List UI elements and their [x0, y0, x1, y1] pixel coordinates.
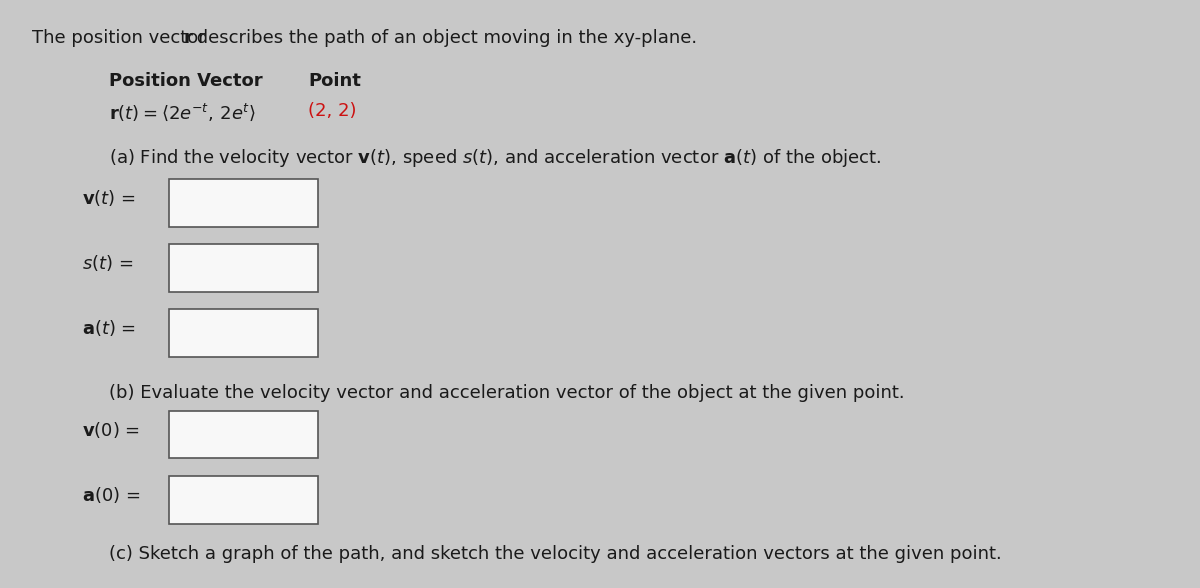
Text: $\mathbf{a}$$(0)$ =: $\mathbf{a}$$(0)$ =: [82, 485, 140, 505]
Text: $\mathbf{v}$$(0)$ =: $\mathbf{v}$$(0)$ =: [82, 419, 140, 439]
Bar: [169, 309, 318, 357]
Text: (2, 2): (2, 2): [308, 102, 356, 120]
Bar: [169, 179, 318, 227]
Text: (a) Find the velocity vector $\mathbf{v}$$(t)$, speed $s(t)$, and acceleration v: (a) Find the velocity vector $\mathbf{v}…: [109, 146, 882, 169]
Text: (b) Evaluate the velocity vector and acceleration vector of the object at the gi: (b) Evaluate the velocity vector and acc…: [109, 383, 905, 402]
Text: r: r: [184, 29, 192, 47]
Text: $\mathbf{r}(t) = \langle 2e^{-t},\,2e^{t}\rangle$: $\mathbf{r}(t) = \langle 2e^{-t},\,2e^{t…: [109, 102, 256, 123]
Bar: [169, 244, 318, 292]
Text: (c) Sketch a graph of the path, and sketch the velocity and acceleration vectors: (c) Sketch a graph of the path, and sket…: [109, 545, 1002, 563]
Text: Position Vector: Position Vector: [109, 72, 263, 90]
Text: $\mathbf{v}$$(t)$ =: $\mathbf{v}$$(t)$ =: [82, 188, 136, 208]
Text: $\mathbf{a}$$(t)$ =: $\mathbf{a}$$(t)$ =: [82, 318, 137, 338]
Text: The position vector: The position vector: [32, 29, 212, 47]
Bar: [169, 476, 318, 524]
Bar: [169, 410, 318, 459]
Text: $s(t)$ =: $s(t)$ =: [82, 253, 133, 273]
Text: describes the path of an object moving in the xy-plane.: describes the path of an object moving i…: [191, 29, 697, 47]
Text: Point: Point: [308, 72, 361, 90]
